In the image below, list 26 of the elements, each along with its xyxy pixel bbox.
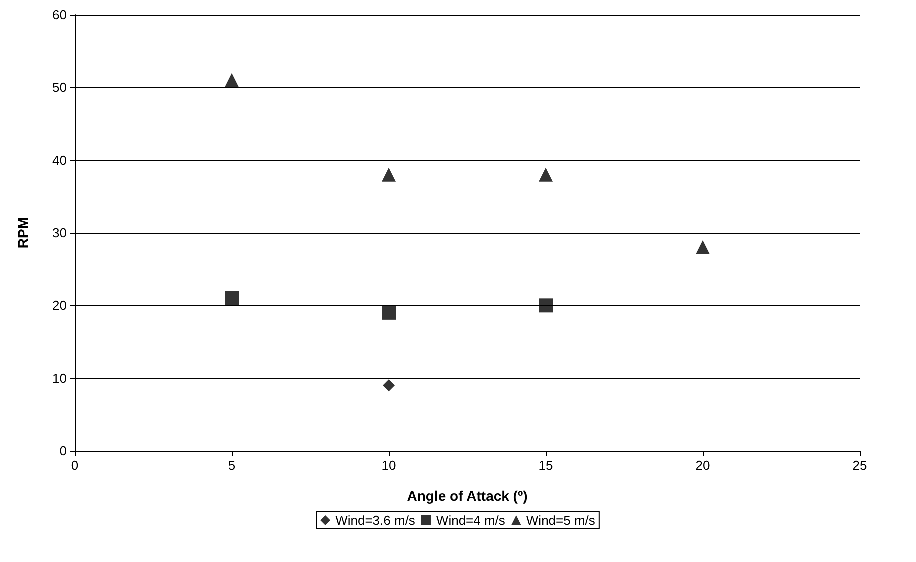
x-tick-label: 0 [71,458,79,473]
point [539,168,553,182]
point [696,240,710,255]
point [539,298,553,313]
legend-label: Wind=3.6 m/s [336,513,416,528]
y-tick-label: 50 [52,80,67,96]
y-tick-label: 30 [52,226,67,240]
y-tick-label: 40 [52,152,67,168]
x-axis-title: Angle of Attack (º) [407,488,528,504]
legend-label: Wind=4 m/s [436,513,506,528]
y-axis-title: RPM [15,217,31,249]
legend-label: Wind=5 m/s [526,513,596,528]
y-tick-label: 0 [60,444,67,458]
x-tick-label: 20 [696,458,710,473]
x-tick-label: 5 [228,458,236,473]
y-tick-label: 20 [52,298,67,314]
x-tick-label: 10 [382,458,396,473]
point [383,380,395,392]
y-tick-label: 60 [52,8,67,22]
point [382,306,396,320]
point [382,168,396,182]
point [225,291,239,306]
x-tick-label: 15 [538,458,554,473]
y-tick-label: 10 [52,370,67,386]
x-tick-label: 25 [852,458,868,473]
point [225,73,239,88]
